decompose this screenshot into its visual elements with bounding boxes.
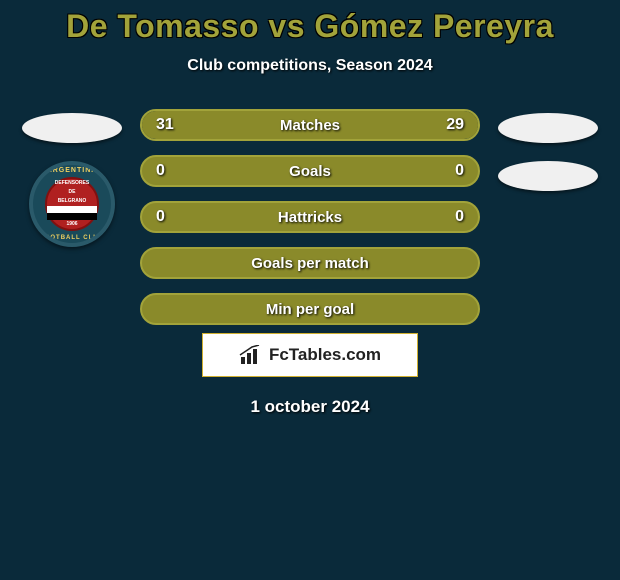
stat-value-right: 0 bbox=[455, 162, 464, 180]
stat-label: Goals bbox=[289, 163, 331, 180]
date-label: 1 october 2024 bbox=[0, 397, 620, 417]
badge-arc-bottom: FOOTBALL CLUB bbox=[33, 235, 111, 241]
subtitle: Club competitions, Season 2024 bbox=[0, 57, 620, 75]
stat-bar-matches: 31 Matches 29 bbox=[140, 109, 480, 141]
right-flag-2-icon bbox=[498, 161, 598, 191]
badge-arc-top: ARGENTINA bbox=[33, 167, 111, 174]
stat-value-left: 0 bbox=[156, 162, 165, 180]
stat-value-left: 0 bbox=[156, 208, 165, 226]
stat-value-right: 0 bbox=[455, 208, 464, 226]
badge-line-3: BELGRANO bbox=[58, 199, 87, 204]
badge-year: 1906 bbox=[66, 222, 77, 227]
brand-box[interactable]: FcTables.com bbox=[202, 333, 418, 377]
stat-value-right: 29 bbox=[446, 116, 464, 134]
stat-value-left: 31 bbox=[156, 116, 174, 134]
brand-text: FcTables.com bbox=[269, 345, 381, 365]
badge-stripe bbox=[47, 206, 97, 220]
stats-column: 31 Matches 29 0 Goals 0 0 Hattricks 0 Goals per m… bbox=[140, 109, 480, 325]
page-title: De Tomasso vs Gómez Pereyra bbox=[0, 8, 620, 45]
badge-line-1: DEFENSORES bbox=[55, 181, 89, 186]
badge-inner: DEFENSORES DE BELGRANO 1906 bbox=[45, 177, 99, 231]
stat-bar-min-per-goal: Min per goal bbox=[140, 293, 480, 325]
stat-bar-goals-per-match: Goals per match bbox=[140, 247, 480, 279]
chart-icon bbox=[239, 345, 263, 365]
left-flag-icon bbox=[22, 113, 122, 143]
stat-bar-hattricks: 0 Hattricks 0 bbox=[140, 201, 480, 233]
stat-label: Matches bbox=[280, 117, 340, 134]
right-column bbox=[498, 109, 598, 191]
stat-label: Goals per match bbox=[251, 255, 369, 272]
left-column: ARGENTINA DEFENSORES DE BELGRANO 1906 FO… bbox=[22, 109, 122, 247]
stats-area: ARGENTINA DEFENSORES DE BELGRANO 1906 FO… bbox=[0, 109, 620, 325]
stat-label: Min per goal bbox=[266, 301, 354, 318]
comparison-card: De Tomasso vs Gómez Pereyra Club competi… bbox=[0, 0, 620, 417]
left-club-badge-icon: ARGENTINA DEFENSORES DE BELGRANO 1906 FO… bbox=[29, 161, 115, 247]
stat-label: Hattricks bbox=[278, 209, 342, 226]
stat-bar-goals: 0 Goals 0 bbox=[140, 155, 480, 187]
badge-line-2: DE bbox=[69, 190, 76, 195]
right-flag-1-icon bbox=[498, 113, 598, 143]
